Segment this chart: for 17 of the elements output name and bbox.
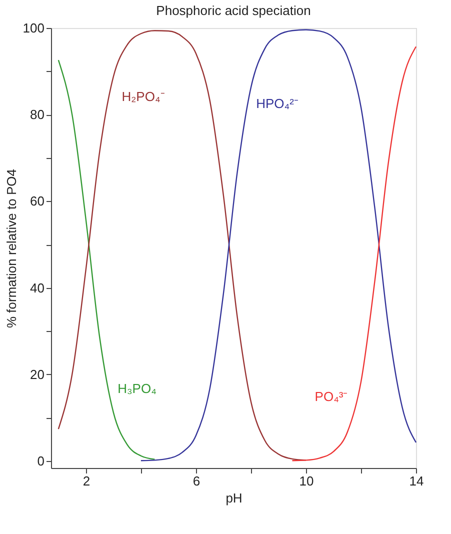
y-tick-label: 0 <box>37 454 44 469</box>
y-tick-label: 40 <box>30 280 44 296</box>
annotation: H₃PO₄ <box>118 381 156 396</box>
annotation: H₂PO₄⁻ <box>122 89 164 104</box>
x-axis-title: pH <box>226 490 242 506</box>
annotation: PO₄³⁻ <box>314 389 348 404</box>
y-tick-label: 20 <box>30 366 44 382</box>
y-tick-label: 80 <box>30 107 44 122</box>
x-tick-label: 14 <box>409 474 424 488</box>
y-tick-label: 100 <box>22 20 44 36</box>
x-tick-label: 6 <box>192 474 200 488</box>
x-tick-label: 10 <box>299 474 314 488</box>
x-tick-label: 2 <box>82 474 90 488</box>
annotation: HPO₄²⁻ <box>256 96 298 111</box>
y-axis-title: % formation relative to PO4 <box>4 169 19 328</box>
y-tick-label: 60 <box>30 194 44 209</box>
chart-title: Phosphoric acid speciation <box>156 3 311 18</box>
